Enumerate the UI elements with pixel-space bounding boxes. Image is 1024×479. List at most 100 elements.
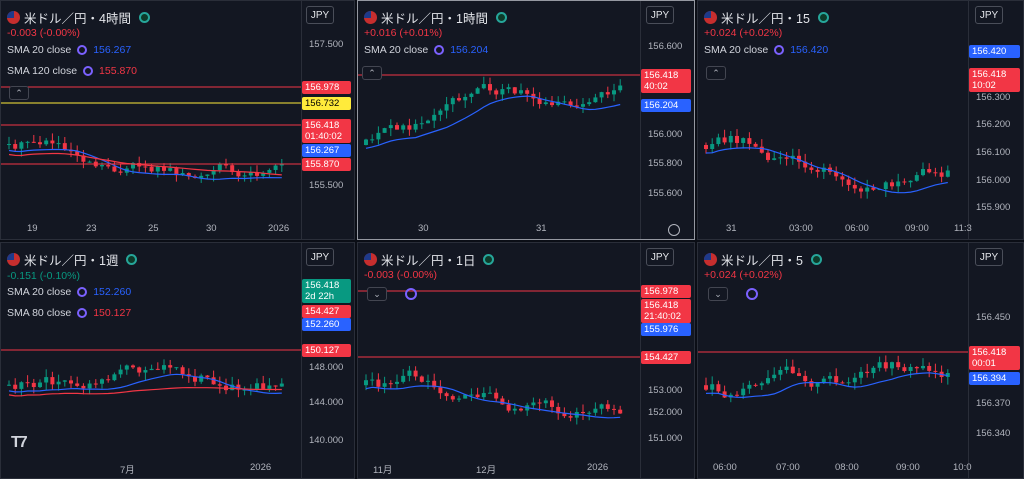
symbol-header[interactable]: 米ドル／円・15 [704, 8, 829, 27]
collapse-chevron-icon[interactable]: ⌃ [706, 66, 726, 80]
sma-value: 150.127 [93, 307, 132, 319]
candle [772, 374, 777, 379]
currency-selector[interactable]: JPY [306, 6, 334, 24]
candle [413, 123, 418, 130]
symbol-header[interactable]: 米ドル／円・5 [704, 250, 822, 269]
settings-gear-icon[interactable] [405, 288, 417, 300]
price-label: 156.420 [969, 45, 1020, 58]
candlestick-chart[interactable] [358, 1, 640, 240]
settings-gear-icon[interactable] [77, 45, 88, 55]
candle [766, 152, 770, 160]
candle [180, 367, 185, 375]
candle [131, 163, 135, 169]
collapse-chevron-icon[interactable]: ⌄ [708, 287, 728, 301]
sma-legend-item[interactable]: SMA 20 close 152.260 [7, 286, 131, 298]
candle [38, 142, 42, 145]
sma-legend-item[interactable]: SMA 20 close 156.420 [704, 44, 828, 56]
chart-panel-p4[interactable]: 米ドル／円・1週 -0.151 (-0.10%) SMA 20 close 152.2… [0, 242, 355, 479]
price-axis-divider [640, 243, 641, 478]
live-dot-icon [817, 12, 829, 23]
x-axis-tick: 25 [148, 223, 159, 234]
collapse-chevron-icon[interactable]: ⌃ [362, 66, 382, 80]
y-axis-tick: 156.340 [976, 428, 1011, 439]
price-change: +0.024 (+0.02%) [704, 269, 783, 281]
chart-panel-p2[interactable]: 米ドル／円・1時間 +0.016 (+0.01%) SMA 20 close 156.… [357, 0, 695, 240]
candle [834, 376, 839, 383]
candle [852, 184, 857, 189]
symbol-header[interactable]: 米ドル／円・1日 [364, 250, 495, 269]
price-axis-divider [968, 243, 969, 478]
candle [896, 362, 901, 368]
candle [728, 135, 733, 143]
settings-gear-icon[interactable] [77, 308, 88, 318]
candle [87, 383, 92, 389]
candle [50, 377, 55, 385]
candle [927, 169, 932, 173]
symbol-header[interactable]: 米ドル／円・1時間 [364, 8, 507, 27]
settings-gear-icon[interactable] [434, 45, 445, 55]
collapse-chevron-icon[interactable]: ⌃ [9, 86, 29, 100]
currency-selector[interactable]: JPY [975, 248, 1003, 266]
sma-legend-item[interactable]: SMA 20 close 156.204 [364, 44, 488, 56]
collapse-chevron-icon[interactable]: ⌄ [367, 287, 387, 301]
settings-gear-icon[interactable] [746, 288, 758, 300]
candle [193, 376, 197, 382]
candle [871, 367, 876, 374]
currency-selector[interactable]: JPY [306, 248, 334, 266]
sma-legend-item[interactable]: SMA 120 close 155.870 [7, 65, 137, 77]
candle [38, 382, 42, 388]
candlestick-chart[interactable] [698, 243, 968, 479]
candle [426, 380, 430, 382]
candle [890, 182, 894, 187]
x-axis-tick: 2026 [587, 462, 609, 473]
candlestick-chart[interactable] [1, 243, 301, 479]
chart-settings-icon[interactable] [668, 224, 680, 236]
symbol-header[interactable]: 米ドル／円・1週 [7, 250, 138, 269]
sma-legend-item[interactable]: SMA 80 close 150.127 [7, 307, 131, 319]
settings-gear-icon[interactable] [83, 66, 94, 76]
candle [475, 88, 480, 94]
chart-panel-p6[interactable]: 米ドル／円・5 +0.024 (+0.02%) ⌄ JPY 156.450 156.370… [697, 242, 1024, 479]
candle [149, 368, 154, 371]
symbol-header[interactable]: 米ドル／円・4時間 [7, 8, 150, 27]
x-axis-tick: 09:00 [896, 462, 920, 473]
currency-selector[interactable]: JPY [646, 248, 674, 266]
tradingview-logo-icon[interactable]: T7 [11, 434, 28, 451]
x-axis-tick: 06:00 [713, 462, 737, 473]
candle [506, 87, 511, 90]
settings-gear-icon[interactable] [774, 45, 785, 55]
x-axis-tick: 12月 [476, 465, 497, 476]
candle [908, 366, 913, 371]
currency-selector[interactable]: JPY [646, 6, 674, 24]
candle [475, 394, 480, 398]
chart-panel-p1[interactable]: 米ドル／円・4時間 -0.003 (-0.00%) SMA 20 close 156.… [0, 0, 355, 240]
candle [605, 92, 610, 95]
chart-panel-p5[interactable]: 米ドル／円・1日 -0.003 (-0.00%) ⌄ JPY 153.000 152.00… [357, 242, 695, 479]
candle [261, 172, 266, 176]
candle [230, 384, 235, 391]
candle [413, 370, 418, 377]
price-change: +0.016 (+0.01%) [364, 27, 443, 39]
y-axis-tick: 152.000 [648, 407, 683, 418]
candle [267, 169, 272, 173]
candle [821, 378, 826, 383]
candle [778, 157, 783, 159]
candle [809, 381, 814, 387]
candle [56, 381, 61, 385]
candle [217, 164, 222, 171]
settings-gear-icon[interactable] [77, 287, 88, 297]
candle [364, 380, 368, 386]
candle [704, 385, 708, 390]
sma-legend-item[interactable]: SMA 20 close 156.267 [7, 44, 131, 56]
currency-selector[interactable]: JPY [975, 6, 1003, 24]
candle [481, 84, 486, 89]
candle [419, 376, 424, 382]
candlestick-chart[interactable] [698, 1, 968, 240]
candlestick-chart[interactable] [358, 243, 640, 479]
sma-slow-line [8, 386, 282, 397]
candlestick-chart[interactable] [1, 1, 301, 240]
sma-fast-line [8, 373, 282, 395]
price-label: 156.418 40:02 [641, 69, 691, 93]
chart-panel-p3[interactable]: 米ドル／円・15 +0.024 (+0.02%) SMA 20 close 156.4… [697, 0, 1024, 240]
candle [562, 101, 567, 103]
